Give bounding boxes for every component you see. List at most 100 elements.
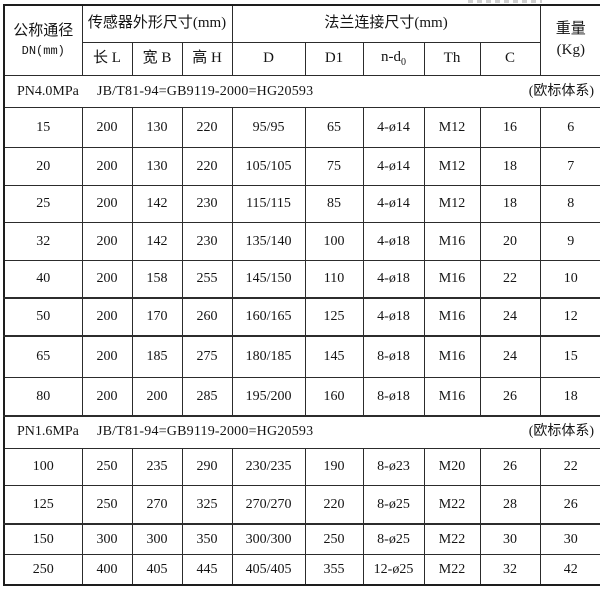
pressure-section-row: PN1.6MPa JB/T81-94=GB9119-2000=HG20593 (欧标… bbox=[3, 414, 600, 449]
spec-cell: 200 bbox=[81, 377, 133, 417]
spec-cell: 200 bbox=[131, 377, 183, 417]
spec-cell: 142 bbox=[131, 222, 183, 262]
spec-row: 80 200 200 285 195/200 160 8-ø18 M16 26 18 bbox=[3, 377, 600, 417]
spec-cell: 300 bbox=[81, 522, 133, 555]
spec-cell: 250 bbox=[3, 553, 83, 586]
spec-cell: 9 bbox=[539, 222, 600, 262]
spec-cell: M22 bbox=[423, 522, 481, 555]
spec-cell: 6 bbox=[539, 107, 600, 148]
weight-label: 重量 bbox=[555, 20, 586, 37]
spec-cell: M16 bbox=[423, 297, 481, 337]
header-c: C bbox=[479, 41, 541, 76]
table-body: PN4.0MPa JB/T81-94=GB9119-2000=HG20593 (欧标… bbox=[3, 74, 600, 586]
spec-row: 100 250 235 290 230/235 190 8-ø23 M20 26 22 bbox=[3, 447, 600, 487]
n-d0-subscript: 0 bbox=[401, 56, 407, 68]
standard-system-note: (欧标体系) bbox=[528, 83, 595, 99]
spec-cell: M12 bbox=[423, 107, 481, 148]
spec-cell: 250 bbox=[81, 447, 133, 487]
nominal-diameter-label: 公称通径 bbox=[13, 22, 74, 39]
spec-cell: 300 bbox=[131, 522, 183, 555]
spec-cell: 4-ø14 bbox=[362, 184, 425, 224]
spec-row: 25 200 142 230 115/115 85 4-ø14 M12 18 8 bbox=[3, 184, 600, 224]
spec-cell: 32 bbox=[479, 553, 541, 586]
pressure-rating-label: PN4.0MPa bbox=[17, 83, 79, 99]
spec-cell: M12 bbox=[423, 146, 481, 186]
spec-cell: 4-ø14 bbox=[362, 146, 425, 186]
spec-cell: 160 bbox=[304, 377, 364, 417]
spec-cell: 15 bbox=[3, 107, 83, 148]
spec-cell: 20 bbox=[3, 146, 83, 186]
spec-cell: 30 bbox=[539, 522, 600, 555]
table-header: 公称通径 DN(mm) 传感器外形尺寸(mm) 法兰连接尺寸(mm) 重量 (K… bbox=[3, 4, 600, 76]
spec-cell: 7 bbox=[539, 146, 600, 186]
spec-cell: 26 bbox=[479, 447, 541, 487]
spec-cell: 135/140 bbox=[231, 222, 306, 262]
spec-cell: 400 bbox=[81, 553, 133, 586]
spec-cell: 158 bbox=[131, 260, 183, 299]
flange-standard-text: JB/T81-94=GB9119-2000=HG20593 bbox=[97, 83, 314, 99]
spec-cell: 200 bbox=[81, 335, 133, 379]
spec-cell: 18 bbox=[479, 146, 541, 186]
spec-cell: 325 bbox=[181, 485, 233, 525]
header-width: 宽 B bbox=[131, 41, 183, 76]
spec-cell: 42 bbox=[539, 553, 600, 586]
spec-cell: 18 bbox=[479, 184, 541, 224]
spec-cell: 200 bbox=[81, 297, 133, 337]
spec-cell: 12-ø25 bbox=[362, 553, 425, 586]
header-th: Th bbox=[423, 41, 481, 76]
spec-cell: 445 bbox=[181, 553, 233, 586]
spec-cell: 75 bbox=[304, 146, 364, 186]
spec-cell: 50 bbox=[3, 297, 83, 337]
spec-cell: 405/405 bbox=[231, 553, 306, 586]
pressure-section-cell: PN4.0MPa JB/T81-94=GB9119-2000=HG20593 (欧标… bbox=[3, 74, 600, 109]
pressure-rating-label: PN1.6MPa bbox=[17, 424, 79, 440]
spec-row: 250 400 405 445 405/405 355 12-ø25 M22 32 42 bbox=[3, 553, 600, 586]
spec-row: 150 300 300 350 300/300 250 8-ø25 M22 30 30 bbox=[3, 522, 600, 555]
spec-cell: 195/200 bbox=[231, 377, 306, 417]
spec-cell: 250 bbox=[304, 522, 364, 555]
spec-cell: 350 bbox=[181, 522, 233, 555]
spec-cell: 16 bbox=[479, 107, 541, 148]
spec-cell: M22 bbox=[423, 553, 481, 586]
spec-row: 65 200 185 275 180/185 145 8-ø18 M16 24 15 bbox=[3, 335, 600, 379]
spec-cell: 4-ø14 bbox=[362, 107, 425, 148]
header-n-d0: n-d0 bbox=[362, 41, 425, 76]
spec-cell: 230 bbox=[181, 184, 233, 224]
header-sensor-dimensions: 传感器外形尺寸(mm) bbox=[81, 4, 233, 43]
spec-cell: 300/300 bbox=[231, 522, 306, 555]
spec-cell: 10 bbox=[539, 260, 600, 299]
spec-cell: 8-ø25 bbox=[362, 485, 425, 525]
spec-cell: 110 bbox=[304, 260, 364, 299]
spec-cell: 125 bbox=[3, 485, 83, 525]
spec-cell: M16 bbox=[423, 377, 481, 417]
spec-cell: 220 bbox=[181, 107, 233, 148]
spec-cell: 142 bbox=[131, 184, 183, 224]
spec-cell: 32 bbox=[3, 222, 83, 262]
spec-cell: 185 bbox=[131, 335, 183, 379]
spec-cell: 25 bbox=[3, 184, 83, 224]
header-weight: 重量 (Kg) bbox=[539, 4, 600, 76]
spec-cell: 170 bbox=[131, 297, 183, 337]
spec-cell: 405 bbox=[131, 553, 183, 586]
spec-cell: 8-ø18 bbox=[362, 377, 425, 417]
spec-cell: 220 bbox=[181, 146, 233, 186]
spec-cell: 65 bbox=[304, 107, 364, 148]
spec-cell: 20 bbox=[479, 222, 541, 262]
spec-cell: 285 bbox=[181, 377, 233, 417]
spec-cell: 150 bbox=[3, 522, 83, 555]
spec-cell: 24 bbox=[479, 297, 541, 337]
spec-cell: 180/185 bbox=[231, 335, 306, 379]
spec-cell: 100 bbox=[304, 222, 364, 262]
spec-row: 15 200 130 220 95/95 65 4-ø14 M12 16 6 bbox=[3, 107, 600, 148]
spec-cell: M20 bbox=[423, 447, 481, 487]
spec-cell: 220 bbox=[304, 485, 364, 525]
spec-cell: 190 bbox=[304, 447, 364, 487]
spec-cell: M12 bbox=[423, 184, 481, 224]
spec-cell: 200 bbox=[81, 260, 133, 299]
flange-standard-text: JB/T81-94=GB9119-2000=HG20593 bbox=[97, 424, 314, 440]
dimension-spec-table: 公称通径 DN(mm) 传感器外形尺寸(mm) 法兰连接尺寸(mm) 重量 (K… bbox=[3, 4, 600, 586]
spec-cell: 8-ø18 bbox=[362, 335, 425, 379]
header-row-columns: 长 L 宽 B 高 H D D1 n-d0 Th C bbox=[4, 41, 600, 76]
header-flange-dimensions: 法兰连接尺寸(mm) bbox=[231, 4, 541, 43]
